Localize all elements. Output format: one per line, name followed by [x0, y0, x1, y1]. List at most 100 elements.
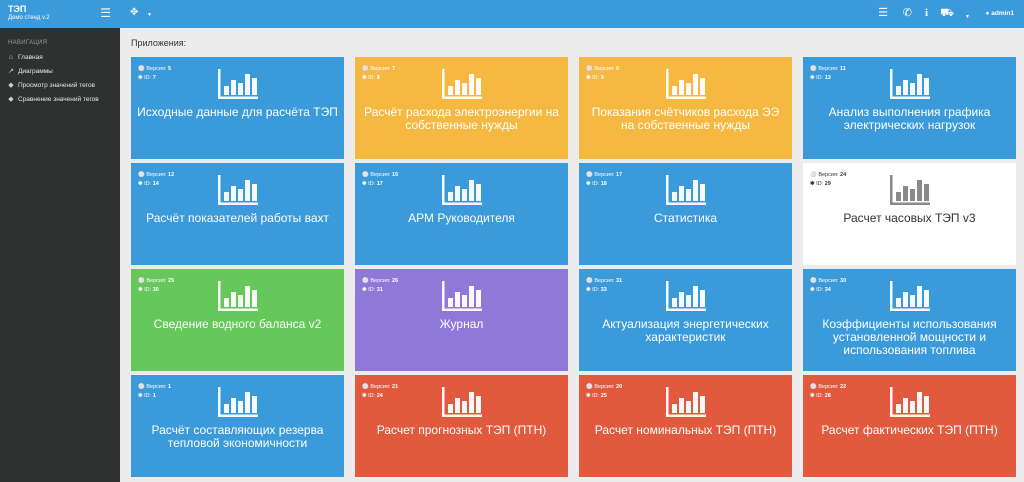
tile-id: ✱ ID: 8	[362, 74, 395, 83]
server-icon[interactable]: ☰	[878, 7, 888, 19]
nav-header: НАВИГАЦИЯ	[8, 40, 48, 46]
tile-id: ✱ ID: 25	[586, 392, 622, 401]
tile-version: ⚪ Версия: 26	[362, 277, 398, 286]
user-menu[interactable]: ● admin1	[985, 10, 1015, 17]
app-tile[interactable]: ⚪ Версия: 17 ✱ ID: 18 Статистика	[579, 163, 792, 265]
app-tile[interactable]: ⚪ Версия: 22 ✱ ID: 28 Расчет фактических Т…	[803, 375, 1016, 477]
app-tile[interactable]: ⚪ Версия: 5 ✱ ID: 7 Исходные данные для ра…	[131, 57, 344, 159]
tile-version: ⚪ Версия: 17	[586, 171, 622, 180]
username: admin1	[991, 10, 1014, 17]
bar-chart-icon	[889, 387, 930, 417]
sidebar-item-tag-view[interactable]: ◆ Просмотр значений тегов	[0, 78, 120, 92]
tile-id: ✱ ID: 30	[138, 286, 174, 295]
id-value: 34	[824, 287, 831, 293]
tile-id: ✱ ID: 17	[362, 180, 398, 189]
version-value: 25	[168, 278, 175, 284]
app-tile[interactable]: ⚪ Версия: 26 ✱ ID: 31 Журнал	[355, 269, 568, 371]
app-tile[interactable]: ⚪ Версия: 25 ✱ ID: 30 Сведение водного бал…	[131, 269, 344, 371]
version-label: Версия:	[818, 172, 839, 178]
tile-version: ⚪ Версия: 25	[138, 277, 174, 286]
version-icon: ⚪	[586, 278, 593, 284]
tile-version: ⚪ Версия: 31	[586, 277, 622, 286]
app-tile[interactable]: ⚪ Версия: 21 ✱ ID: 24 Расчет прогнозных ТЭ…	[355, 375, 568, 477]
sidebar-item-tag-compare[interactable]: ◆ Сравнение значений тегов	[0, 92, 120, 106]
version-value: 24	[840, 172, 847, 178]
chevron-down-icon[interactable]: ▼	[147, 12, 152, 18]
tile-meta: ⚪ Версия: 16 ✱ ID: 17	[362, 171, 398, 189]
version-icon: ⚪	[362, 384, 369, 390]
info-icon[interactable]: i	[924, 7, 928, 19]
id-label: ID:	[592, 287, 600, 293]
sidebar-item-home[interactable]: ⌂ Главная	[0, 50, 120, 64]
app-tile[interactable]: ⚪ Версия: 30 ✱ ID: 34 Коэффициенты использ…	[803, 269, 1016, 371]
tile-meta: ⚪ Версия: 26 ✱ ID: 31	[362, 277, 398, 295]
app-tile[interactable]: ⚪ Версия: 1 ✱ ID: 1 Расчёт составляющих ре…	[131, 375, 344, 477]
sidebar-item-label: Главная	[18, 53, 43, 61]
id-value: 14	[152, 181, 159, 187]
tile-name: Коэффициенты использования установленной…	[822, 317, 997, 357]
id-label: ID:	[592, 75, 600, 81]
version-value: 12	[168, 172, 175, 178]
tile-name: Исходные данные для расчёта ТЭП	[137, 105, 338, 119]
chevron-down-icon[interactable]: ▼	[965, 14, 970, 20]
app-tile[interactable]: ⚪ Версия: 7 ✱ ID: 8 Расчёт расхода электро…	[355, 57, 568, 159]
app-tile[interactable]: ⚪ Версия: 11 ✱ ID: 13 Анализ выполнения гр…	[803, 57, 1016, 159]
version-value: 7	[392, 66, 396, 72]
app-tile[interactable]: ⚪ Версия: 16 ✱ ID: 17 АРМ Руководителя	[355, 163, 568, 265]
tile-meta: ⚪ Версия: 11 ✱ ID: 13	[810, 65, 846, 83]
brand: ТЭП Демо стенд v.2 ☰	[0, 0, 120, 28]
tile-name: Расчет прогнозных ТЭП (ПТН)	[376, 423, 547, 437]
id-icon: ✱	[586, 393, 591, 399]
app-tile[interactable]: ⚪ Версия: 12 ✱ ID: 14 Расчёт показателей р…	[131, 163, 344, 265]
id-icon: ✱	[586, 181, 591, 187]
version-icon: ⚪	[810, 384, 817, 390]
tile-id: ✱ ID: 13	[810, 74, 846, 83]
app-tile[interactable]: ⚪ Версия: 6 ✱ ID: 9 Показания счётчиков ра…	[579, 57, 792, 159]
tile-name: Расчёт составляющих резерва тепловой эко…	[151, 423, 324, 450]
sidebar-item-label: Сравнение значений тегов	[18, 95, 99, 103]
app-tile[interactable]: ⚪ Версия: 31 ✱ ID: 33 Актуализация энергет…	[579, 269, 792, 371]
tile-version: ⚪ Версия: 7	[362, 65, 395, 74]
tile-meta: ⚪ Версия: 31 ✱ ID: 33	[586, 277, 622, 295]
version-icon: ⚪	[138, 172, 145, 178]
phone-icon[interactable]: ✆	[902, 7, 912, 19]
home-icon: ⌂	[8, 53, 14, 61]
app-tile[interactable]: ⚪ Версия: 20 ✱ ID: 25 Расчет номинальных Т…	[579, 375, 792, 477]
tile-meta: ⚪ Версия: 22 ✱ ID: 28	[810, 383, 846, 401]
id-value: 13	[824, 75, 831, 81]
id-label: ID:	[816, 75, 824, 81]
tile-id: ✱ ID: 33	[586, 286, 622, 295]
version-value: 20	[616, 384, 623, 390]
app-tile[interactable]: ⚪ Версия: 24 ✱ ID: 29 Расчет часовых ТЭП v…	[803, 163, 1016, 265]
tile-meta: ⚪ Версия: 30 ✱ ID: 34	[810, 277, 846, 295]
tile-version: ⚪ Версия: 20	[586, 383, 622, 392]
sidebar-item-charts[interactable]: ↗ Диаграммы	[0, 64, 120, 78]
version-icon: ⚪	[810, 66, 817, 72]
tile-name: АРМ Руководителя	[408, 211, 515, 225]
version-label: Версия:	[594, 384, 615, 390]
id-icon: ✱	[138, 393, 143, 399]
ambulance-icon[interactable]: ⛟	[940, 7, 954, 19]
tile-meta: ⚪ Версия: 12 ✱ ID: 14	[138, 171, 174, 189]
bar-chart-icon	[665, 387, 706, 417]
tags-icon: ◆	[8, 96, 14, 103]
id-label: ID:	[816, 287, 824, 293]
tile-name: Расчет номинальных ТЭП (ПТН)	[594, 423, 777, 437]
bar-chart-icon	[217, 387, 258, 417]
id-value: 30	[152, 287, 159, 293]
id-icon: ✱	[362, 75, 367, 81]
version-label: Версия:	[146, 278, 167, 284]
id-value: 1	[152, 393, 156, 399]
bar-chart-icon	[441, 175, 482, 205]
chart-icon: ↗	[8, 68, 14, 75]
version-label: Версия:	[818, 384, 839, 390]
expand-arrows-icon[interactable]: ✥	[130, 7, 139, 18]
version-label: Версия:	[370, 66, 391, 72]
bar-chart-icon	[441, 69, 482, 99]
tile-version: ⚪ Версия: 30	[810, 277, 846, 286]
tile-name: Анализ выполнения графика электрических …	[828, 105, 991, 132]
tile-version: ⚪ Версия: 16	[362, 171, 398, 180]
top-bar: ✥ ▼ ☰ ✆ i ⛟ ▼ ● admin1	[120, 0, 1024, 28]
sidebar: ТЭП Демо стенд v.2 ☰ НАВИГАЦИЯ ⌂ Главная…	[0, 0, 120, 482]
hamburger-icon[interactable]: ☰	[100, 6, 111, 20]
